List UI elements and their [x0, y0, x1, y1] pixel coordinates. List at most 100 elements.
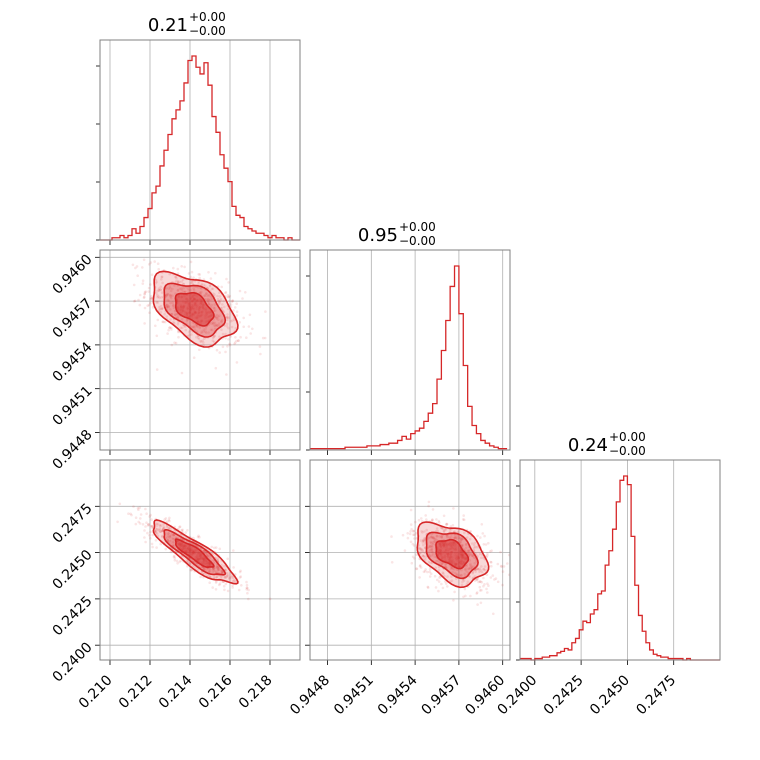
scatter-point — [130, 513, 133, 517]
scatter-point — [453, 568, 456, 571]
scatter-point — [154, 539, 158, 542]
panel-frame — [309, 249, 511, 451]
scatter-point — [176, 267, 180, 271]
scatter-point — [214, 366, 218, 370]
scatter-point — [160, 275, 164, 279]
contour-line — [152, 519, 239, 585]
scatter-point — [491, 574, 495, 577]
scatter-point — [213, 293, 216, 296]
scatter-point — [156, 318, 160, 322]
scatter-point — [435, 527, 439, 530]
scatter-point — [158, 307, 162, 311]
scatter-point — [180, 371, 184, 375]
scatter-point — [214, 546, 218, 549]
scatter-point — [482, 584, 485, 588]
scatter-point — [215, 348, 219, 352]
scatter-point — [480, 565, 483, 568]
scatter-point — [223, 575, 227, 579]
y-tick-label: 0.2475 — [50, 501, 96, 547]
scatter-point — [478, 567, 482, 570]
scatter-point — [198, 273, 202, 276]
scatter-point — [137, 520, 140, 524]
scatter-point — [183, 290, 187, 294]
scatter-point — [158, 296, 161, 300]
scatter-point — [159, 524, 163, 527]
scatter-point — [478, 570, 481, 574]
scatter-point — [167, 328, 170, 332]
scatter-point — [169, 534, 172, 538]
scatter-point — [471, 554, 475, 558]
scatter-point — [191, 279, 194, 283]
scatter-point — [222, 584, 226, 588]
scatter-point — [451, 570, 454, 574]
scatter-point — [227, 338, 230, 341]
scatter-point — [446, 575, 449, 578]
scatter-point — [179, 326, 183, 330]
scatter-point — [180, 265, 183, 268]
scatter-point — [138, 506, 141, 510]
scatter-point — [166, 293, 170, 296]
scatter-point — [177, 335, 180, 339]
scatter-point — [239, 569, 242, 573]
scatter-point — [424, 558, 427, 561]
scatter-point — [478, 552, 482, 556]
scatter-point — [470, 542, 474, 545]
scatter-point — [216, 557, 219, 561]
scatter-point — [154, 530, 157, 533]
scatter-point — [226, 307, 230, 311]
scatter-point — [180, 288, 183, 292]
scatter-point — [440, 535, 444, 539]
scatter-point — [144, 525, 147, 528]
scatter-point — [419, 566, 423, 569]
scatter-point — [135, 265, 139, 268]
scatter-point — [227, 281, 230, 284]
scatter-point — [207, 302, 211, 306]
scatter-point — [157, 288, 161, 292]
scatter-point — [173, 556, 177, 560]
scatter-point — [429, 548, 432, 552]
scatter-point — [409, 508, 413, 512]
scatter-point — [157, 267, 160, 271]
scatter-point — [224, 291, 227, 295]
title-plus-1: +0.00 — [399, 220, 436, 234]
scatter-point — [461, 518, 465, 521]
scatter-point — [213, 303, 216, 306]
scatter-point — [170, 532, 174, 536]
scatter-point — [428, 570, 432, 574]
scatter-point — [172, 533, 176, 537]
scatter-point — [213, 569, 217, 572]
scatter-point — [211, 559, 214, 562]
scatter-point — [460, 574, 463, 577]
scatter-point — [476, 567, 480, 571]
scatter-point — [168, 285, 172, 288]
scatter-point — [216, 315, 220, 319]
scatter-point — [479, 569, 482, 572]
scatter-point — [162, 526, 166, 530]
scatter-point — [167, 532, 170, 535]
scatter-point — [148, 263, 151, 266]
scatter-point — [468, 575, 472, 578]
scatter-point — [212, 567, 216, 570]
scatter-point — [228, 294, 232, 298]
scatter-point — [198, 535, 201, 539]
scatter-point — [227, 295, 230, 299]
scatter-point — [149, 283, 152, 286]
scatter-point — [169, 301, 172, 305]
scatter-point — [502, 565, 506, 568]
scatter-point — [431, 536, 435, 540]
scatter-point — [205, 331, 208, 335]
scatter-point — [173, 554, 176, 558]
scatter-point — [450, 575, 453, 578]
scatter-point — [182, 282, 186, 286]
scatter-point — [208, 575, 212, 578]
scatter-point — [178, 560, 181, 564]
scatter-point — [223, 576, 226, 579]
scatter-point — [167, 526, 170, 530]
scatter-point — [411, 542, 415, 546]
scatter-point — [499, 564, 503, 568]
scatter-point — [225, 322, 229, 326]
scatter-point — [137, 298, 140, 302]
scatter-point — [455, 573, 458, 576]
scatter-point — [213, 307, 216, 310]
